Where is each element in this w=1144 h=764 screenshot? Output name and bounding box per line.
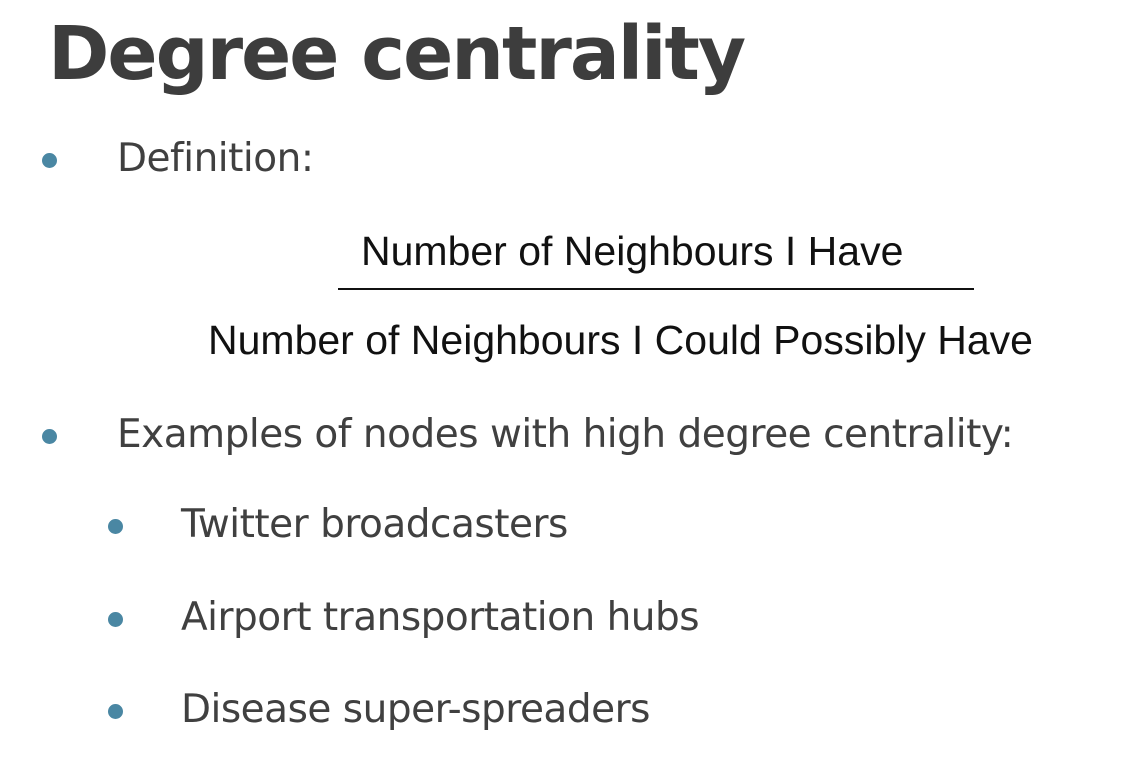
- example-item-airport: Airport transportation hubs: [181, 595, 700, 640]
- bullet-dot: [42, 429, 57, 444]
- sub-bullet-dot: [108, 612, 123, 627]
- formula-denominator: Number of Neighbours I Could Possibly Ha…: [208, 317, 1033, 363]
- slide-title: Degree centrality: [48, 11, 746, 97]
- formula-numerator: Number of Neighbours I Have: [361, 228, 904, 274]
- example-item-twitter: Twitter broadcasters: [181, 502, 568, 547]
- sub-bullet-dot: [108, 519, 123, 534]
- examples-label: Examples of nodes with high degree centr…: [117, 412, 1014, 457]
- fraction-bar: [338, 288, 974, 290]
- sub-bullet-dot: [108, 704, 123, 719]
- example-item-disease: Disease super-spreaders: [181, 687, 650, 732]
- definition-label: Definition:: [117, 136, 314, 181]
- bullet-dot: [42, 153, 57, 168]
